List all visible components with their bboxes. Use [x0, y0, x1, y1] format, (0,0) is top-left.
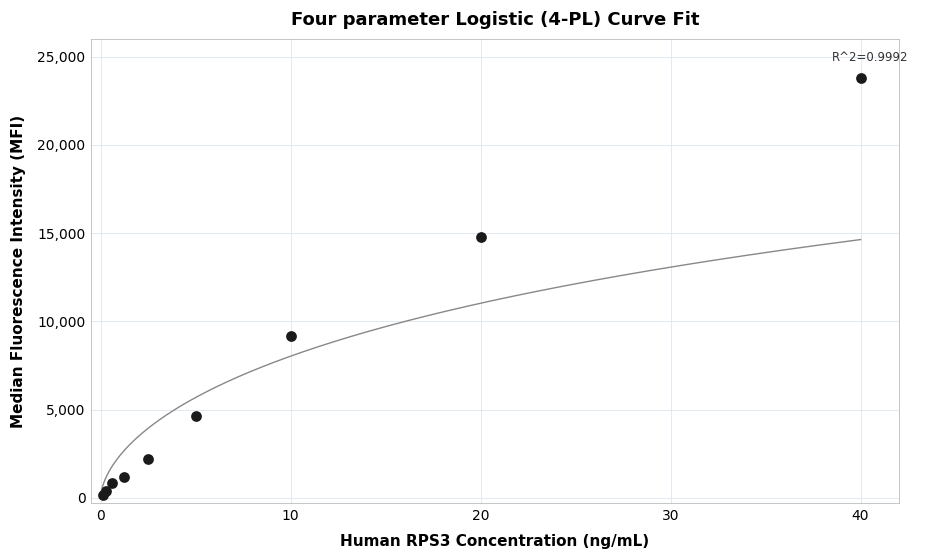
- Point: [99, 487, 114, 496]
- Point: [117, 472, 132, 481]
- Point: [473, 232, 488, 241]
- Point: [853, 73, 868, 82]
- Point: [96, 491, 111, 500]
- Title: Four parameter Logistic (4-PL) Curve Fit: Four parameter Logistic (4-PL) Curve Fit: [290, 11, 699, 29]
- Point: [283, 331, 298, 340]
- Text: R^2=0.9992: R^2=0.9992: [832, 51, 908, 64]
- Point: [188, 412, 203, 421]
- X-axis label: Human RPS3 Concentration (ng/mL): Human RPS3 Concentration (ng/mL): [340, 534, 649, 549]
- Point: [105, 478, 120, 487]
- Point: [141, 455, 156, 464]
- Y-axis label: Median Fluorescence Intensity (MFI): Median Fluorescence Intensity (MFI): [11, 115, 26, 428]
